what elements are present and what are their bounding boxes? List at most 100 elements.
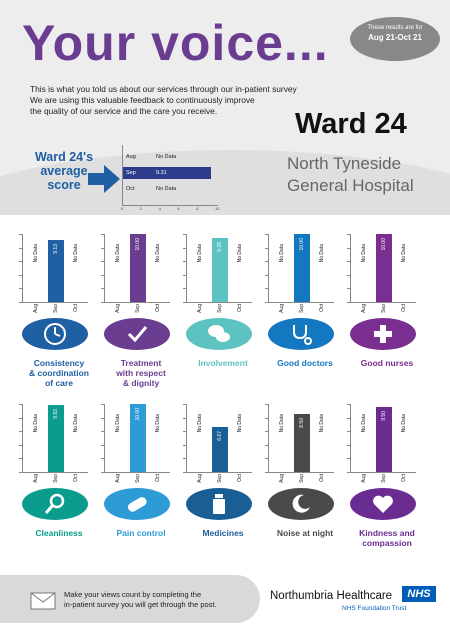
category-label: Cleanliness (18, 528, 100, 538)
average-row: Aug No Data (120, 151, 220, 163)
category-y-tick (265, 417, 269, 419)
category-chart: No Data Aug 10.00 Sep No Data Oct (101, 222, 170, 313)
category-chart: No Data Aug 10.00 Sep No Data Oct (347, 222, 416, 313)
average-category-label: Oct (126, 186, 135, 192)
stethoscope-icon (293, 325, 312, 345)
category-value-label: 9.50 (381, 411, 387, 422)
category-axis-label: Oct (401, 304, 407, 312)
category-y-axis (22, 234, 23, 302)
category-y-tick (101, 431, 105, 433)
average-label-line-2: average (40, 164, 88, 178)
category-y-tick (347, 444, 351, 446)
category-label-line: Treatment (120, 358, 162, 368)
category-y-tick (183, 444, 187, 446)
category-value-label: No Data (401, 244, 407, 263)
category-axis-label: Sep (53, 474, 59, 483)
category-bar (212, 426, 228, 472)
category-label: Good nurses (346, 358, 428, 368)
category-y-tick (265, 234, 269, 235)
category-value-label: No Data (279, 414, 285, 433)
category-y-tick (19, 444, 23, 446)
category-value-label: No Data (155, 414, 161, 433)
category-axis-label: Oct (319, 304, 325, 312)
category-axis-label: Oct (319, 474, 325, 482)
category-value-label: No Data (279, 244, 285, 263)
category-y-tick (19, 247, 23, 249)
category-value-label: No Data (33, 414, 39, 433)
category-y-tick (347, 458, 351, 460)
clock-bubble (22, 318, 88, 350)
category-y-tick (347, 247, 351, 249)
category-value-label: No Data (115, 244, 121, 263)
clock-icon (44, 323, 66, 345)
category-y-tick (19, 274, 23, 276)
category-value-label: No Data (197, 414, 203, 433)
category-label: Consistency & coordination of care (18, 358, 100, 388)
category-y-axis (22, 404, 23, 472)
category-y-tick (265, 247, 269, 249)
category-value-label: No Data (73, 244, 79, 263)
footer-text: Make your views count by completing the … (64, 590, 254, 610)
category-y-tick (101, 274, 105, 276)
category-y-tick (183, 458, 187, 460)
checkmark-icon (127, 326, 148, 343)
category-y-tick (265, 288, 269, 290)
category-axis-label: Aug (197, 304, 203, 313)
hospital-line-2: General Hospital (287, 176, 414, 195)
category-y-tick (19, 458, 23, 460)
category-y-tick (183, 288, 187, 290)
footer-line-1: Make your views count by completing the (64, 590, 202, 599)
category-y-axis (104, 404, 105, 472)
category-y-tick (101, 288, 105, 290)
category-y-tick (183, 234, 187, 235)
category-y-tick (19, 288, 23, 290)
category-x-axis (268, 302, 334, 303)
category-x-axis (104, 302, 170, 303)
average-tick-label: 6 (177, 206, 180, 211)
category-label-line: with respect (116, 368, 166, 378)
category-x-axis (350, 472, 416, 473)
category-y-tick (19, 417, 23, 419)
category-x-axis (268, 472, 334, 473)
category-y-tick (101, 234, 105, 235)
category-value-label: No Data (319, 414, 325, 433)
category-axis-label: Sep (217, 474, 223, 483)
category-bar (376, 234, 392, 302)
average-row: Oct No Data (120, 183, 220, 195)
intro-line-2: We are using this valuable feedback to c… (30, 95, 255, 105)
average-value-label: 9.31 (156, 170, 167, 176)
category-label-line: Pain control (116, 528, 166, 538)
heart-bubble (350, 488, 416, 520)
category-y-axis (186, 234, 187, 302)
magnifier-bubble (22, 488, 88, 520)
category-axis-label: Oct (73, 474, 79, 482)
pill-bubble (104, 488, 170, 520)
category-y-tick (101, 261, 105, 263)
average-y-axis (122, 145, 123, 205)
category-y-tick (19, 404, 23, 405)
category-value-label: No Data (361, 244, 367, 263)
category-value-label: 8.50 (299, 418, 305, 428)
moon-bubble (268, 488, 334, 520)
category-y-tick (347, 261, 351, 263)
category-label-line: Good doctors (277, 358, 333, 368)
average-tick-label: 10 (215, 206, 220, 211)
average-score-chart: Aug No Data Sep 9.31 Oct No Data 0 2 4 6 8 10 (120, 145, 225, 211)
category-y-tick (265, 274, 269, 276)
category-chart: No Data Aug 9.50 Sep No Data Oct (347, 392, 416, 483)
category-y-tick (19, 472, 23, 473)
category-axis-label: Sep (381, 304, 387, 313)
intro-line-1: This is what you told us about our servi… (30, 84, 297, 94)
average-tick-label: 8 (196, 206, 199, 211)
category-y-tick (19, 234, 23, 235)
category-bar (48, 405, 64, 472)
category-x-axis (186, 302, 252, 303)
category-y-tick (101, 458, 105, 460)
medical-cross-bubble (350, 318, 416, 350)
category-value-label: 9.35 (217, 242, 223, 253)
category-y-axis (268, 234, 269, 302)
category-bar (294, 234, 310, 302)
category-value-label: No Data (319, 244, 325, 263)
category-y-tick (19, 431, 23, 433)
category-axis-label: Aug (33, 474, 39, 483)
